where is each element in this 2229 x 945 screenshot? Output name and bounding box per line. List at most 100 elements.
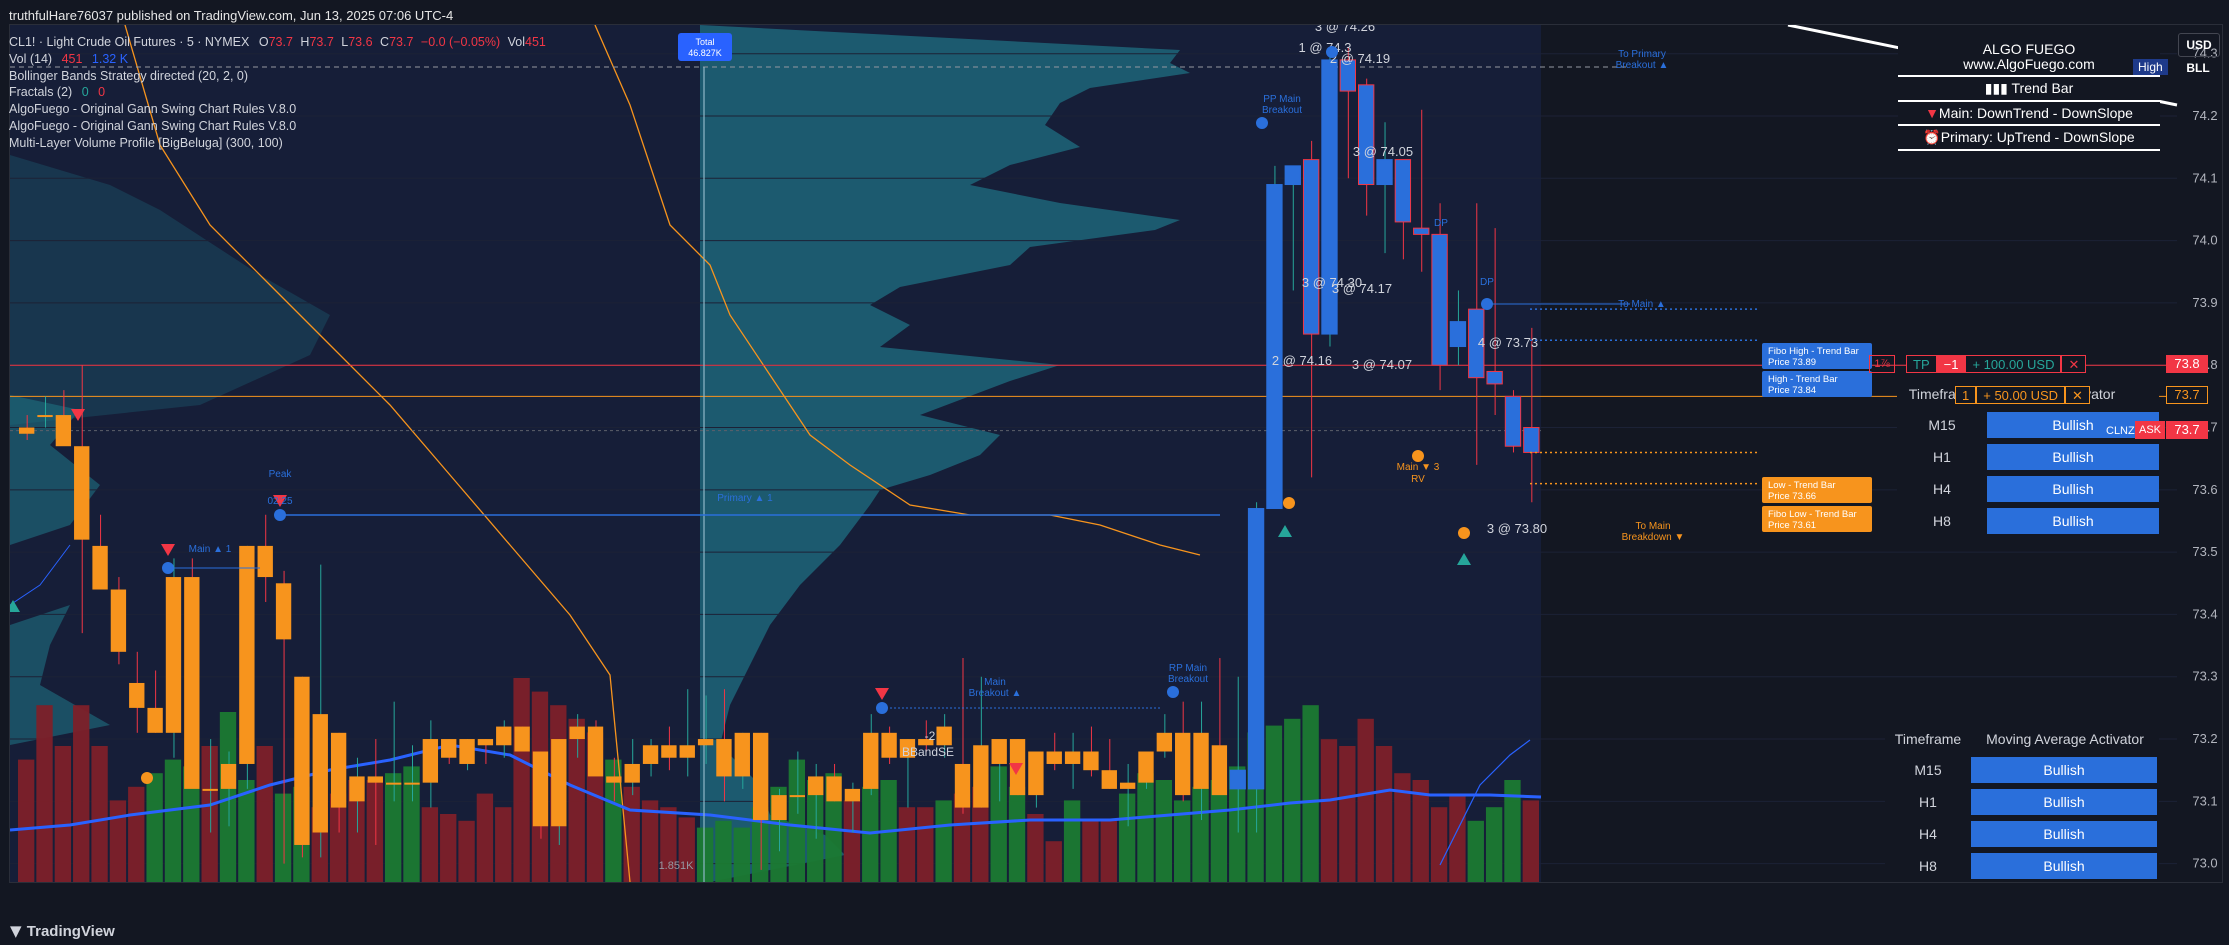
position-qty: 1 <box>1955 386 1977 405</box>
algo-fuego-panel: ALGO FUEGO www.AlgoFuego.com ▮▮▮ Trend B… <box>1898 34 2160 172</box>
volume-bar <box>329 793 347 882</box>
to-main-breakdown-label: To Main <box>1635 521 1670 532</box>
volume-bar <box>1063 800 1081 882</box>
moving-average-line <box>10 743 1542 835</box>
candle-body <box>1523 427 1540 453</box>
candle-body <box>771 795 787 821</box>
candle-body <box>881 732 897 758</box>
volume-bar <box>1118 793 1136 882</box>
volume-bar <box>898 807 916 882</box>
price-chart[interactable]: 74.374.274.174.073.973.873.773.673.573.4… <box>10 25 2222 882</box>
candle-body <box>697 739 714 746</box>
tp-order-box[interactable]: TP −1 + 100.00 USD ✕ <box>1906 355 2087 374</box>
down-triangle-icon: ▼ <box>1925 105 1939 121</box>
legend-fractals[interactable]: Fractals (2) <box>9 85 73 100</box>
tp-price-tag: 73.8 <box>2166 355 2208 374</box>
y-tick-label: 73.5 <box>2192 544 2217 559</box>
candle-body <box>202 788 218 791</box>
candle-body <box>275 583 292 640</box>
ma-value: Bullish <box>1971 757 2157 783</box>
candle-body <box>477 739 494 746</box>
atr-value: Bullish <box>1987 444 2159 470</box>
candle-body <box>1046 751 1062 764</box>
candle-body <box>184 577 200 789</box>
position-close-button[interactable]: ✕ <box>2065 386 2090 405</box>
candle-body <box>1394 159 1412 223</box>
ma-row: M15 Bullish <box>1885 754 2159 786</box>
candle-body <box>367 776 383 783</box>
volume-bar <box>1522 800 1539 882</box>
volume-bar <box>1284 718 1301 882</box>
atr-row: M15 Bullish <box>1897 409 2159 441</box>
candle-body <box>1504 395 1522 447</box>
candle-body <box>1064 751 1081 764</box>
volume-bar <box>1504 780 1521 882</box>
fibo-box-line2: Price 73.84 <box>1768 385 1816 396</box>
algo-main: ▼Main: DownTrend - DownSlope <box>1898 102 2160 126</box>
tp-marker[interactable]: 1⅞ <box>1869 355 1895 374</box>
fractal-triangle <box>10 600 20 612</box>
tp-close-button[interactable]: ✕ <box>2061 355 2087 374</box>
atr-tf: H1 <box>1933 449 1951 465</box>
legend-vol14[interactable]: Vol (14) <box>9 51 53 66</box>
ma-activator-table: Timeframe Moving Average Activator M15 Bu… <box>1885 724 2159 882</box>
ma-value: Bullish <box>1971 853 2157 879</box>
main-breakout-mid-label: Breakout ▲ <box>969 688 1022 699</box>
legend-mlvp[interactable]: Multi-Layer Volume Profile [BigBeluga] (… <box>9 135 283 150</box>
swing-dot <box>1256 117 1268 129</box>
legend-algo2[interactable]: AlgoFuego - Original Gann Swing Chart Ru… <box>9 118 297 133</box>
volume-bar <box>568 718 585 882</box>
rp-main-breakout-label: RP Main <box>1169 663 1207 674</box>
algo-primary: ⏰Primary: UpTrend - DownSlope <box>1898 126 2160 151</box>
atr-value: Bullish <box>1987 476 2159 502</box>
volume-bar <box>238 780 255 882</box>
legend-bollinger[interactable]: Bollinger Bands Strategy directed (20, 2… <box>9 68 249 83</box>
legend-o-val: 73.7 <box>268 35 293 49</box>
swing-label: 3 @ 74.07 <box>1352 357 1412 372</box>
legend-symbol[interactable]: CL1! · Light Crude Oil Futures · 5 · NYM… <box>9 35 250 49</box>
volume-bar <box>146 773 163 882</box>
pp-main-breakout-label: PP Main <box>1263 94 1301 105</box>
atr-tf: M15 <box>1928 417 1956 433</box>
legend-fractals-b: 0 <box>98 85 106 100</box>
swing-dot <box>1435 239 1447 251</box>
volume-bar <box>73 705 90 882</box>
position-box[interactable]: 1 + 50.00 USD ✕ <box>1955 386 2090 405</box>
tradingview-logo[interactable]: ▼ TradingView <box>10 922 115 940</box>
volume-profile-right <box>700 25 1190 882</box>
volume-bar <box>458 820 475 882</box>
candle-body <box>789 795 806 798</box>
currency-bll[interactable]: BLL <box>2186 61 2210 75</box>
fibo-box <box>1762 506 1872 532</box>
y-tick-label: 74.0 <box>2192 233 2217 248</box>
ma-value: Bullish <box>1971 789 2157 815</box>
candle-body <box>752 732 769 821</box>
candle-body <box>1339 59 1357 92</box>
candle-body <box>1449 321 1467 348</box>
primary-up-label: Primary ▲ 1 <box>717 493 773 504</box>
candle-body <box>569 726 585 740</box>
currency-usd[interactable]: USD <box>2178 33 2220 57</box>
price-axis[interactable] <box>2176 24 2229 881</box>
swing-label: 4 @ 73.73 <box>1478 335 1538 350</box>
candle-body <box>459 739 475 764</box>
volume-bar <box>476 793 494 882</box>
candle-body <box>1358 84 1375 186</box>
total-box <box>678 33 732 61</box>
chart-frame[interactable]: 74.374.274.174.073.973.873.773.673.573.4… <box>9 24 2223 883</box>
candle-body <box>1413 227 1430 235</box>
candle-body <box>74 446 90 540</box>
volume-profile-left-top <box>10 155 330 425</box>
volume-bar <box>990 766 1007 882</box>
fibo-box <box>1762 343 1872 369</box>
swing-dot <box>1167 686 1179 698</box>
volume-bar <box>384 773 402 882</box>
candle-body <box>312 714 328 833</box>
ask-badge: ASK <box>2135 420 2165 439</box>
to-primary-breakout-label: Breakout ▲ <box>1616 60 1669 71</box>
brand-label: TradingView <box>26 923 115 940</box>
to-main-breakdown-label: Breakdown ▼ <box>1622 532 1685 543</box>
candle-body <box>1156 732 1173 752</box>
legend-algo1[interactable]: AlgoFuego - Original Gann Swing Chart Ru… <box>9 102 297 117</box>
ma-row: H8 Bullish <box>1885 850 2159 882</box>
